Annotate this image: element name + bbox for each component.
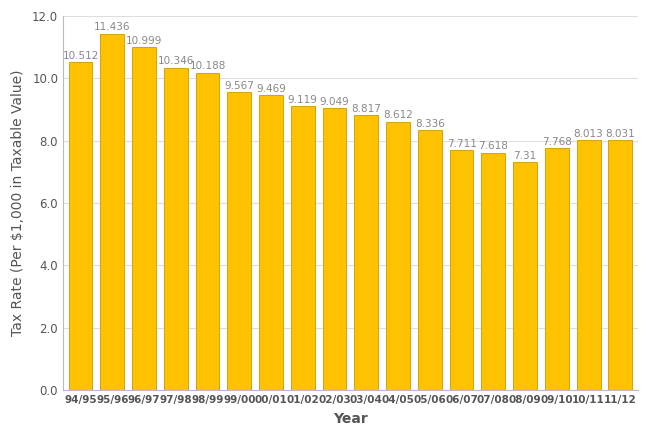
Text: 8.612: 8.612 bbox=[383, 111, 413, 121]
Text: 9.049: 9.049 bbox=[320, 97, 350, 107]
Bar bbox=[100, 34, 124, 390]
Text: 10.999: 10.999 bbox=[126, 36, 162, 46]
Bar bbox=[322, 108, 346, 390]
Text: 9.469: 9.469 bbox=[256, 84, 286, 94]
Text: 7.31: 7.31 bbox=[514, 151, 537, 161]
Bar bbox=[291, 106, 315, 390]
Text: 9.567: 9.567 bbox=[224, 81, 254, 91]
Text: 8.031: 8.031 bbox=[606, 128, 635, 139]
Bar bbox=[577, 140, 601, 390]
Bar bbox=[354, 115, 378, 390]
Text: 10.512: 10.512 bbox=[62, 51, 99, 61]
Bar bbox=[482, 153, 505, 390]
Y-axis label: Tax Rate (Per $1,000 in Taxable Value): Tax Rate (Per $1,000 in Taxable Value) bbox=[11, 70, 25, 336]
Text: 10.346: 10.346 bbox=[157, 56, 194, 66]
Bar bbox=[132, 47, 156, 390]
Bar bbox=[545, 148, 569, 390]
Text: 8.817: 8.817 bbox=[352, 104, 382, 114]
Text: 9.119: 9.119 bbox=[288, 95, 318, 104]
Bar bbox=[450, 150, 473, 390]
Bar bbox=[608, 140, 632, 390]
Bar bbox=[386, 121, 410, 390]
Bar bbox=[227, 92, 251, 390]
Text: 11.436: 11.436 bbox=[94, 22, 131, 32]
Bar bbox=[514, 162, 537, 390]
Bar bbox=[196, 73, 220, 390]
Text: 8.013: 8.013 bbox=[574, 129, 603, 139]
Bar bbox=[69, 62, 92, 390]
Text: 7.768: 7.768 bbox=[542, 137, 572, 147]
Text: 7.711: 7.711 bbox=[447, 139, 476, 149]
X-axis label: Year: Year bbox=[333, 412, 368, 426]
Text: 7.618: 7.618 bbox=[478, 142, 508, 152]
Bar bbox=[164, 68, 188, 390]
Text: 8.336: 8.336 bbox=[415, 119, 445, 129]
Text: 10.188: 10.188 bbox=[189, 61, 226, 71]
Bar bbox=[418, 130, 442, 390]
Bar bbox=[259, 95, 283, 390]
